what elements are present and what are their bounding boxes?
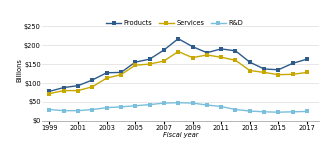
Products (162, 49, 166, 51)
Legend: Products, Services, R&D: Products, Services, R&D (106, 20, 243, 26)
Products (76, 85, 80, 87)
Products (47, 90, 51, 92)
Services (262, 71, 266, 73)
Products (248, 61, 252, 63)
R&D (234, 109, 238, 111)
R&D (190, 102, 194, 104)
Products (90, 79, 94, 81)
Services (277, 74, 280, 76)
Products (262, 68, 266, 70)
Products (62, 87, 66, 89)
Services (248, 70, 252, 71)
R&D (262, 111, 266, 113)
Services (133, 64, 137, 66)
Products (219, 48, 223, 50)
Products (277, 69, 280, 71)
Products (305, 58, 309, 60)
R&D (133, 105, 137, 107)
Services (234, 59, 238, 61)
X-axis label: Fiscal year: Fiscal year (162, 133, 198, 138)
R&D (47, 109, 51, 111)
R&D (90, 109, 94, 111)
Y-axis label: Billions: Billions (17, 58, 23, 82)
Services (76, 90, 80, 91)
Services (219, 56, 223, 58)
Products (205, 52, 209, 54)
R&D (205, 104, 209, 106)
Services (119, 74, 123, 76)
Products (234, 50, 238, 52)
Products (133, 61, 137, 63)
Services (291, 73, 295, 75)
Line: Products: Products (47, 37, 309, 93)
Products (119, 71, 123, 73)
R&D (148, 104, 151, 106)
Services (47, 93, 51, 95)
Services (205, 54, 209, 56)
Products (176, 38, 180, 40)
Services (305, 71, 309, 73)
R&D (219, 106, 223, 107)
Products (190, 46, 194, 48)
Products (291, 62, 295, 64)
R&D (119, 106, 123, 108)
Services (176, 51, 180, 53)
R&D (176, 102, 180, 104)
Products (148, 58, 151, 60)
R&D (162, 102, 166, 104)
Services (105, 77, 109, 79)
R&D (248, 110, 252, 112)
R&D (62, 110, 66, 112)
R&D (305, 111, 309, 112)
R&D (291, 111, 295, 113)
Line: Services: Services (47, 50, 309, 96)
Services (148, 63, 151, 65)
Line: R&D: R&D (47, 101, 309, 114)
Products (105, 72, 109, 74)
Services (90, 86, 94, 88)
R&D (105, 107, 109, 108)
R&D (76, 110, 80, 112)
Services (62, 90, 66, 91)
R&D (277, 111, 280, 113)
Services (162, 60, 166, 62)
Services (190, 57, 194, 59)
